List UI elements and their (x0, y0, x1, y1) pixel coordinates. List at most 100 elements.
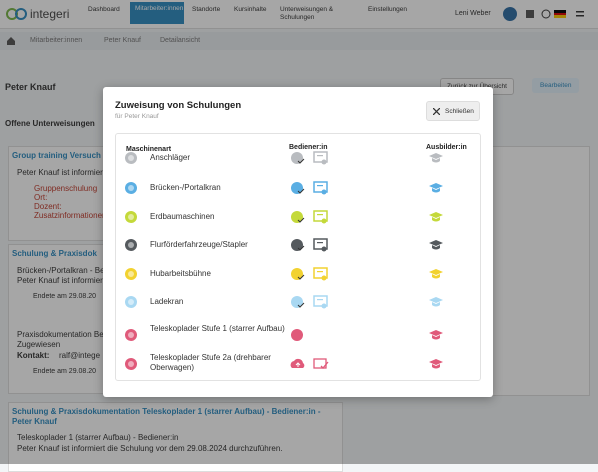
card-line: Ort: (34, 193, 48, 202)
machine-icon-svg (125, 268, 137, 280)
trainer-icon[interactable] (428, 210, 446, 226)
trainer-icon[interactable] (428, 238, 446, 254)
certificate-icon[interactable] (313, 267, 331, 283)
card-line: Praxisdokumentation Be (17, 330, 104, 339)
nav-item-active[interactable]: Mitarbeiter:innen (130, 2, 184, 24)
top-nav: integeri Dashboard Mitarbeiter:innen Sta… (0, 0, 598, 29)
machine-icon (124, 267, 142, 283)
operator-status[interactable] (290, 151, 308, 167)
machine-name: Flurförderfahrzeuge/Stapler (150, 240, 248, 249)
home-icon[interactable] (6, 36, 16, 46)
upload-icon[interactable] (290, 357, 308, 373)
nav-icons (503, 7, 584, 21)
operator-status-svg (291, 268, 305, 280)
upload-icon-svg (290, 358, 305, 368)
operator-status[interactable] (290, 295, 308, 311)
machine-icon-svg (125, 329, 137, 341)
operator-status[interactable] (290, 210, 308, 226)
certificate-icon-svg (313, 267, 328, 281)
crumb[interactable]: Peter Knauf (104, 37, 141, 44)
trainer-icon-svg (429, 330, 443, 340)
trainer-icon[interactable] (428, 181, 446, 197)
operator-status[interactable] (290, 267, 308, 283)
certificate-icon[interactable] (313, 151, 331, 167)
card-line: Gruppenschulung (34, 184, 98, 193)
card-title[interactable]: Schulung & Praxisdok (12, 249, 97, 258)
column-header: Ausbilder:in (426, 144, 467, 151)
section-title: Offene Unterweisungen (5, 119, 95, 128)
machine-icon (124, 151, 142, 167)
trainer-icon[interactable] (428, 151, 446, 167)
operator-status-svg (291, 329, 303, 341)
card-line: Kontakt: (17, 351, 50, 360)
user-name[interactable]: Leni Weber (455, 10, 491, 17)
machine-name: Teleskoplader Stufe 2a (drehbarer Oberwa… (150, 353, 271, 372)
trainer-icon-svg (429, 183, 443, 193)
machine-name: Erdbaumaschinen (150, 212, 215, 221)
trainer-icon[interactable] (428, 357, 446, 373)
brand: integeri (30, 7, 70, 21)
card-line: Endete am 29.08.20 (33, 368, 97, 375)
card-title[interactable]: Schulung & Praxisdokumentation Teleskopl… (12, 407, 321, 426)
machine-icon (124, 238, 142, 254)
certificate-icon[interactable] (313, 238, 331, 254)
nav-item[interactable]: Unterweisungen & Schulungen (280, 6, 334, 21)
nav-item[interactable]: Dashboard (88, 6, 120, 13)
close-button[interactable]: Schließen (426, 101, 480, 121)
machine-icon-svg (125, 239, 137, 251)
column-header: Bediener:in (289, 144, 328, 151)
operator-status[interactable] (290, 238, 308, 254)
card-line: Peter Knauf ist informiert (17, 168, 106, 177)
modal-subtitle: für Peter Knauf (115, 113, 159, 120)
trainer-icon-svg (429, 359, 443, 369)
machine-icon-svg (125, 211, 137, 223)
certificate-icon[interactable] (313, 210, 331, 226)
breadcrumb: Mitarbeiter:innen Peter Knauf Detailansi… (0, 32, 598, 50)
operator-status-svg (291, 296, 305, 308)
operator-status-svg (291, 182, 305, 194)
certificate-icon[interactable] (313, 295, 331, 311)
modal: Zuweisung von Schulungen für Peter Knauf… (103, 87, 493, 397)
machine-icon-svg (125, 296, 137, 308)
machine-name: Teleskoplader Stufe 1 (starrer Aufbau) (150, 324, 285, 333)
card-line: Zusatzinformationen (34, 211, 107, 220)
card-line: Brücken-/Portalkran - Bedi (17, 266, 111, 275)
machine-icon (124, 357, 142, 373)
trainer-icon[interactable] (428, 295, 446, 311)
crumb[interactable]: Mitarbeiter:innen (30, 37, 83, 44)
trainer-icon[interactable] (428, 267, 446, 283)
nav-item[interactable]: Kursinhalte (234, 6, 267, 13)
close-icon (433, 108, 440, 115)
operator-status-svg (291, 152, 305, 164)
machine-icon (124, 295, 142, 311)
edit-icon[interactable] (313, 357, 331, 373)
card-title[interactable]: Group training Versuch (12, 151, 101, 160)
certificate-icon-svg (313, 181, 328, 195)
machine-icon-svg (125, 152, 137, 164)
column-header: Maschinenart (126, 146, 172, 153)
operator-status-svg (291, 239, 305, 251)
certificate-icon-svg (313, 238, 328, 252)
machine-icon-svg (125, 182, 137, 194)
card-line: Teleskoplader 1 (starrer Aufbau) - Bedie… (17, 433, 179, 442)
machine-name: Ladekran (150, 297, 184, 306)
machine-name: Hubarbeitsbühne (150, 269, 211, 278)
certificate-icon[interactable] (313, 181, 331, 197)
nav-item[interactable]: Einstellungen (368, 6, 408, 13)
training-table: Maschinenart Bediener:in Ausbilder:in An… (115, 133, 481, 381)
trainer-icon-svg (429, 212, 443, 222)
edit-icon-svg (313, 358, 329, 369)
trainer-icon[interactable] (428, 328, 446, 344)
trainer-icon-svg (429, 269, 443, 279)
machine-name: Brücken-/Portalkran (150, 183, 221, 192)
operator-status[interactable] (290, 328, 308, 344)
operator-status[interactable] (290, 181, 308, 197)
logo (6, 8, 27, 20)
nav-item[interactable]: Standorte (192, 6, 221, 13)
certificate-icon-svg (313, 210, 328, 224)
page-title: Peter Knauf (5, 82, 56, 92)
edit-button[interactable]: Bearbeiten (532, 78, 580, 93)
trainer-icon-svg (429, 240, 443, 250)
machine-name: Anschläger (150, 153, 191, 162)
